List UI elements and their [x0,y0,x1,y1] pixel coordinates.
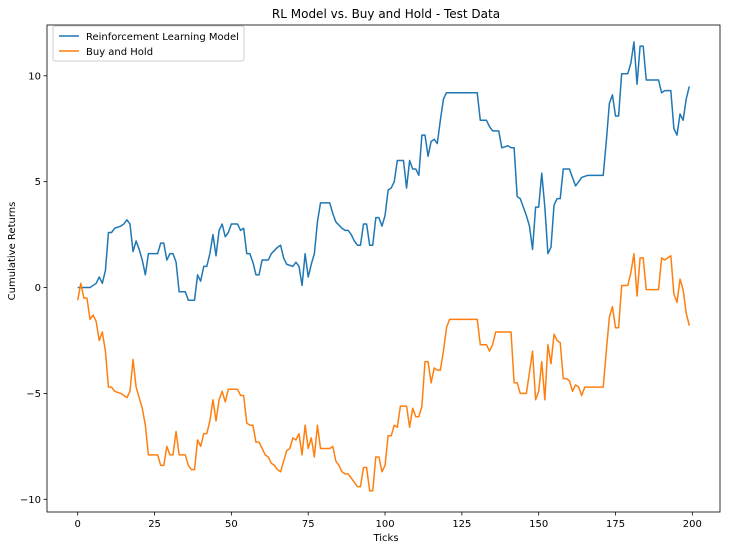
legend-label-rl-model: Reinforcement Learning Model [86,32,239,43]
series-line-rl-model [77,41,690,302]
y-tick-label: −5 [26,389,41,400]
y-axis: −10 −5 0 5 10 [20,71,47,506]
series-layer [76,41,690,492]
x-axis-label: Ticks [372,533,398,544]
legend-box [52,25,245,62]
x-tick-label: 175 [606,519,625,530]
x-tick-label: 25 [148,519,161,530]
x-tick-label: 200 [683,519,702,530]
x-tick-label: 150 [529,519,548,530]
legend: Reinforcement Learning Model Buy and Hol… [52,25,245,62]
plot-frame [46,24,721,513]
legend-label-buy-and-hold: Buy and Hold [86,47,153,58]
y-tick-label: −10 [20,495,41,506]
x-tick-label: 75 [302,519,315,530]
x-axis: 0 25 50 75 100 125 150 175 200 [75,512,702,530]
x-tick-label: 100 [375,519,394,530]
y-tick-label: 5 [35,177,41,188]
x-tick-label: 50 [225,519,238,530]
chart-title: RL Model vs. Buy and Hold - Test Data [272,7,500,21]
x-tick-label: 125 [452,519,471,530]
y-axis-label: Cumulative Returns [7,202,18,301]
y-tick-label: 10 [28,71,41,82]
series-line-buy-and-hold [76,252,690,492]
y-tick-label: 0 [35,283,41,294]
x-tick-label: 0 [75,519,81,530]
